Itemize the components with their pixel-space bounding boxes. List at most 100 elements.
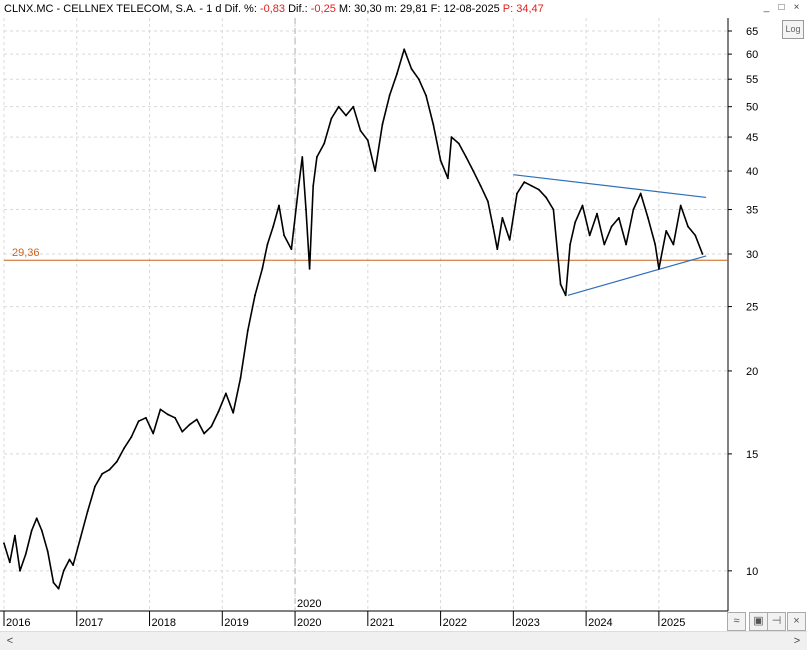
y-tick-label: 30 [746,249,758,261]
price-point [694,234,697,237]
restore-button[interactable]: □ [778,2,785,13]
price-point [305,208,307,211]
price-point [537,188,540,191]
price-point [57,587,60,590]
x-tick-label: 2020 [297,617,321,629]
pin-icon[interactable]: ⊣ [767,612,786,631]
price-point [672,243,675,246]
series-layer [3,48,704,590]
price-point [439,159,442,162]
price-point [647,217,649,219]
price-point [352,105,355,108]
price-point [487,200,489,203]
price-point [432,123,435,126]
price-point [381,123,384,126]
support-line-label: 29,36 [12,247,40,259]
year-marker-label: 2020 [297,598,321,610]
price-point [552,208,555,211]
y-tick-label: 10 [746,566,758,578]
x-tick-label: 2022 [443,617,467,629]
y-tick-label: 45 [746,132,758,144]
y-tick-label: 20 [746,366,758,378]
price-point [516,192,518,195]
price-point [447,177,449,180]
price-point [457,142,460,145]
price-point [159,408,162,411]
price-point [278,204,280,207]
scroll-left-button[interactable]: < [6,635,14,647]
price-point [501,217,504,219]
trendline [567,255,707,296]
axes [0,18,732,626]
price-point [465,156,467,158]
price-point [86,510,89,512]
ticker-title: CLNX.MC - CELLNEX TELECOM, S.A. - [4,3,204,15]
price-point [403,48,406,51]
y-tick-label: 25 [746,302,758,314]
price-point [330,117,333,120]
price-point [101,472,104,475]
horizontal-scrollbar[interactable]: < > [0,631,807,650]
price-point [618,217,620,219]
price-point [123,447,125,450]
price-point [145,416,147,419]
price-point [479,184,482,187]
x-tick-label: 2023 [515,617,539,629]
price-point [639,192,642,195]
price-point [301,156,304,158]
price-point [574,221,577,224]
price-point [581,204,584,207]
price-point [188,423,191,426]
y-tick-label: 50 [746,102,758,114]
save-icon[interactable]: ▣ [749,612,768,631]
minimize-button[interactable]: _ [763,2,770,13]
price-point [266,243,269,246]
price-label: P: 34,47 [502,3,544,15]
price-point [30,529,33,532]
x-tick-label: 2017 [79,617,103,629]
price-point [366,139,369,142]
max-label: M: 30,30 [338,3,382,15]
price-point [665,230,668,232]
price-point [417,78,420,81]
date-label: F: 12-08-2025 [430,3,500,15]
price-series-line [3,48,704,590]
price-point [181,430,184,433]
price-point [225,392,227,395]
dif-label: Dif.: [288,3,308,15]
price-point [174,416,176,419]
y-tick-label: 65 [746,26,758,38]
price-point [603,243,606,246]
price-point [35,517,38,520]
price-point [19,569,21,572]
y-tick-label: 40 [746,166,758,178]
close-panel-icon[interactable]: × [787,612,806,631]
price-point [254,294,256,297]
price-point [137,420,140,423]
price-point [52,581,55,584]
price-point [396,73,398,75]
y-tick-label: 55 [746,74,758,86]
price-point [559,283,562,286]
price-point [94,485,96,488]
price-point [588,234,591,237]
price-point [388,94,391,97]
price-point [166,413,169,416]
price-point [523,181,526,184]
x-tick-label: 2016 [6,617,30,629]
price-point [679,204,682,207]
wave-tool-icon[interactable]: ≈ [727,612,746,631]
price-point [316,156,318,158]
price-point [290,248,293,251]
y-tick-label: 60 [746,49,758,61]
price-point [625,243,627,246]
scroll-right-button[interactable]: > [793,635,801,647]
price-point [337,105,340,108]
price-point [496,248,499,251]
close-button[interactable]: × [793,2,800,13]
log-scale-button[interactable]: Log [782,20,804,39]
price-point [654,243,657,246]
price-point [323,142,326,145]
price-point [687,225,689,228]
price-point [596,212,598,215]
